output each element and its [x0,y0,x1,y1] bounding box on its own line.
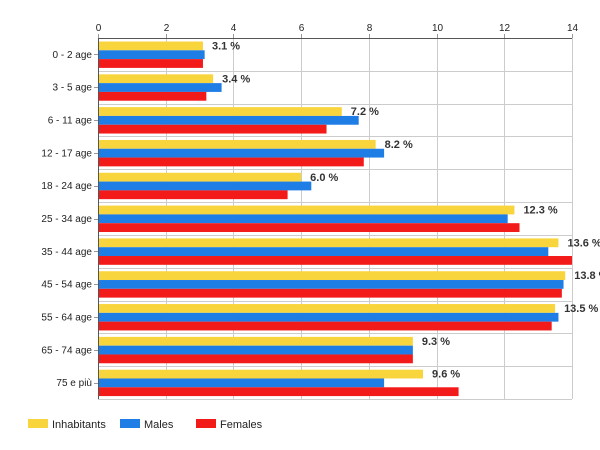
bar-males [98,214,508,224]
category-label: 75 e più [56,378,92,389]
data-label: 3.4 % [222,73,250,85]
x-tick-label: 2 [164,23,170,34]
data-label: 9.6 % [432,369,460,381]
category-label: 25 - 34 age [41,214,92,225]
bar-females [98,321,552,331]
bar-males [98,181,312,191]
x-tick-label: 8 [367,23,373,34]
bar-inhabitants [98,238,559,248]
bar-inhabitants [98,139,376,149]
data-label: 13.5 % [564,303,598,315]
data-label: 9.3 % [422,336,450,348]
legend: Inhabitants Males Females [28,419,263,431]
category-label: 3 - 5 age [53,83,93,94]
labels-layer: 0 - 2 age 3.1 % 3 - 5 age 3.4 % 6 - 11 age 7.… [41,41,600,390]
category-label: 0 - 2 age [53,50,93,61]
data-label: 13.8 % [574,270,600,282]
category-label: 6 - 11 age [48,116,93,127]
bar-females [98,387,459,397]
bar-females [98,354,413,364]
data-label: 7.2 % [351,106,379,118]
bar-females [98,256,572,265]
data-label: 3.1 % [212,41,240,53]
bar-inhabitants [98,107,342,116]
grid-layer [98,38,573,400]
category-label: 55 - 64 age [41,312,92,323]
data-label: 13.6 % [567,237,600,249]
x-tick-label: 10 [432,23,444,34]
bar-females [98,223,520,232]
bar-inhabitants [98,271,566,281]
bar-inhabitants [98,336,413,346]
bar-males [98,115,359,125]
bar-females [98,91,207,101]
data-label: 12.3 % [523,205,557,217]
bar-females [98,59,203,68]
category-label: 12 - 17 age [41,148,92,159]
x-tick-label: 14 [567,23,579,34]
bars-layer [98,41,572,397]
legend-swatch-males [120,419,140,428]
x-tick-label: 12 [499,23,511,34]
bar-females [98,157,364,167]
bar-inhabitants [98,369,424,379]
bar-males [98,247,549,257]
bar-females [98,288,562,298]
category-label: 35 - 44 age [41,247,92,258]
data-label: 8.2 % [385,139,413,151]
bar-inhabitants [98,205,515,215]
bar-inhabitants [98,74,214,84]
legend-swatch-females [196,419,216,428]
legend-label-males: Males [144,419,174,431]
bar-males [98,345,413,355]
legend-swatch-inhabitants [28,419,48,428]
legend-label-inhabitants: Inhabitants [52,419,106,431]
bar-males [98,378,385,388]
x-tick-label: 4 [231,23,237,34]
bar-males [98,83,222,92]
legend-label-females: Females [220,419,263,431]
category-label: 45 - 54 age [41,280,92,291]
bar-females [98,124,327,134]
bar-males [98,50,205,60]
bar-inhabitants [98,304,556,313]
bar-males [98,280,564,289]
bar-inhabitants [98,172,302,182]
bar-males [98,312,559,322]
category-label: 65 - 74 age [41,345,92,356]
x-tick-label: 6 [299,23,305,34]
data-label: 6.0 % [310,172,338,184]
x-tick-label: 0 [96,23,102,34]
axes-layer: 0 2 4 6 8 10 12 14 [94,23,578,399]
bar-inhabitants [98,41,203,51]
category-label: 18 - 24 age [41,181,92,192]
bar-males [98,148,385,158]
bar-females [98,190,288,200]
